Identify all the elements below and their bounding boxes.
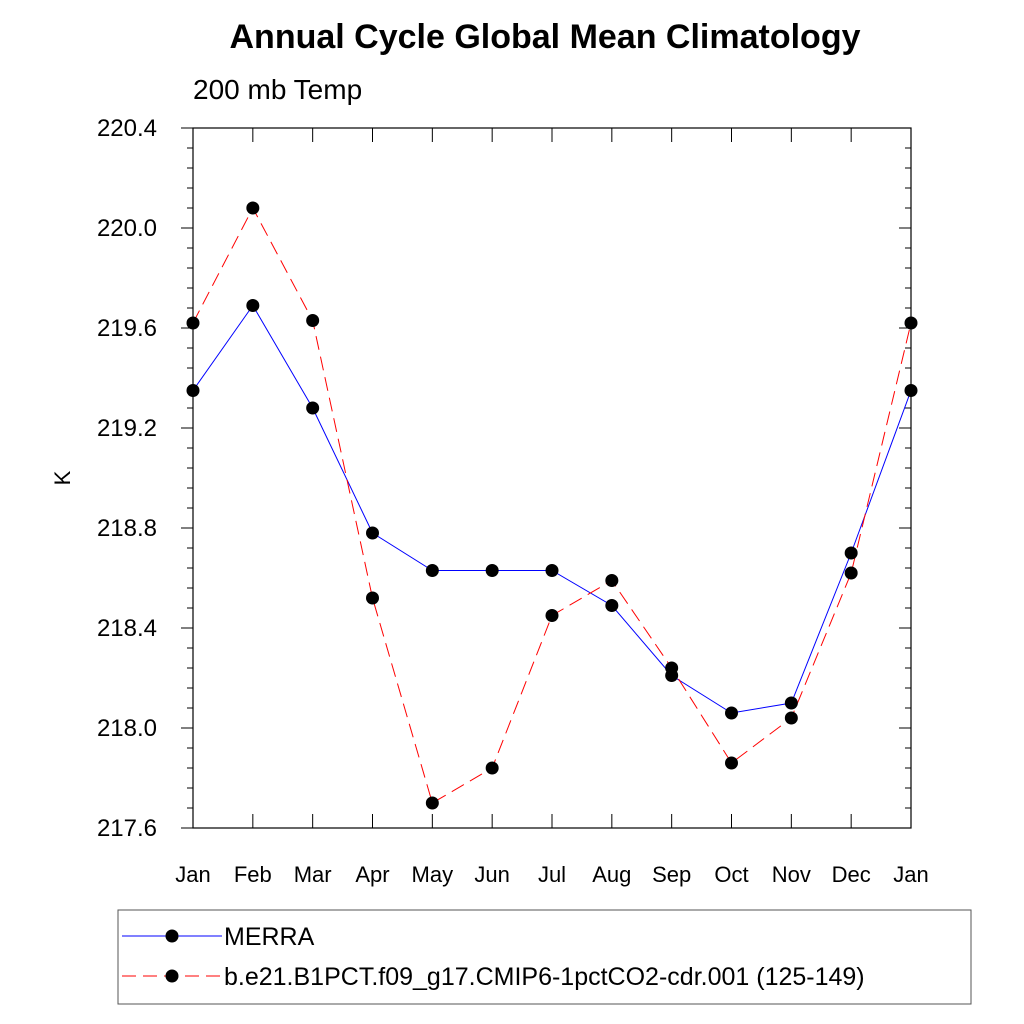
y-axis-label: K <box>50 470 75 485</box>
series-0-point <box>485 564 499 577</box>
legend-marker-0 <box>165 929 179 943</box>
series-1-point <box>665 661 679 675</box>
series-0-point <box>605 599 619 612</box>
series-0-point <box>425 564 439 577</box>
series-1-point <box>366 591 379 605</box>
y-tick-label: 218.8 <box>97 515 157 542</box>
x-tick-label: Feb <box>234 862 272 887</box>
series-0-point <box>306 401 320 415</box>
series-1-point <box>545 609 559 622</box>
y-tick-label: 218.0 <box>97 715 157 742</box>
series-line-1 <box>192 206 912 804</box>
y-tick-label: 220.4 <box>97 115 157 142</box>
y-tick-label: 219.6 <box>97 315 157 342</box>
x-tick-label: Jan <box>175 862 210 887</box>
chart-subtitle: 200 mb Temp <box>193 74 362 105</box>
x-tick-label: Apr <box>355 862 389 887</box>
series-0-point <box>246 299 260 312</box>
x-tick-label: Aug <box>592 862 631 887</box>
x-tick-label: Jan <box>893 862 928 887</box>
series-0-point <box>844 546 858 560</box>
y-tick-label: 217.6 <box>97 815 157 842</box>
plot-frame <box>192 127 912 829</box>
x-tick-label: Mar <box>294 862 332 887</box>
series-1-point <box>246 201 260 215</box>
series-0-point <box>784 696 798 710</box>
legend-label-1: b.e21.B1PCT.f09_g17.CMIP6-1pctCO2-cdr.00… <box>224 963 865 991</box>
series-1-point <box>844 566 858 580</box>
x-tick-label: Dec <box>832 862 871 887</box>
series-1-point <box>425 796 439 810</box>
series-1-point <box>605 574 619 587</box>
series-1-point <box>725 756 738 770</box>
legend-label-0: MERRA <box>224 923 315 951</box>
x-tick-label: May <box>412 862 454 887</box>
legend-box <box>117 909 972 1005</box>
chart-title: Annual Cycle Global Mean Climatology <box>230 18 861 56</box>
series-1-point <box>306 314 320 327</box>
y-tick-label: 219.2 <box>97 415 157 442</box>
y-tick-label: 220.0 <box>97 215 157 242</box>
x-tick-label: Jul <box>538 862 566 887</box>
series-line-0 <box>192 304 912 714</box>
series-0-point <box>545 564 559 577</box>
y-tick-label: 218.4 <box>97 615 157 642</box>
series-0-point <box>725 706 738 720</box>
series-0-point <box>366 526 379 540</box>
legend-marker-1 <box>165 969 179 983</box>
x-tick-label: Oct <box>714 862 748 887</box>
series-1-point <box>784 711 798 725</box>
x-tick-label: Sep <box>652 862 691 887</box>
x-tick-label: Nov <box>772 862 811 887</box>
x-tick-label: Jun <box>474 862 509 887</box>
series-1-point <box>485 761 499 775</box>
